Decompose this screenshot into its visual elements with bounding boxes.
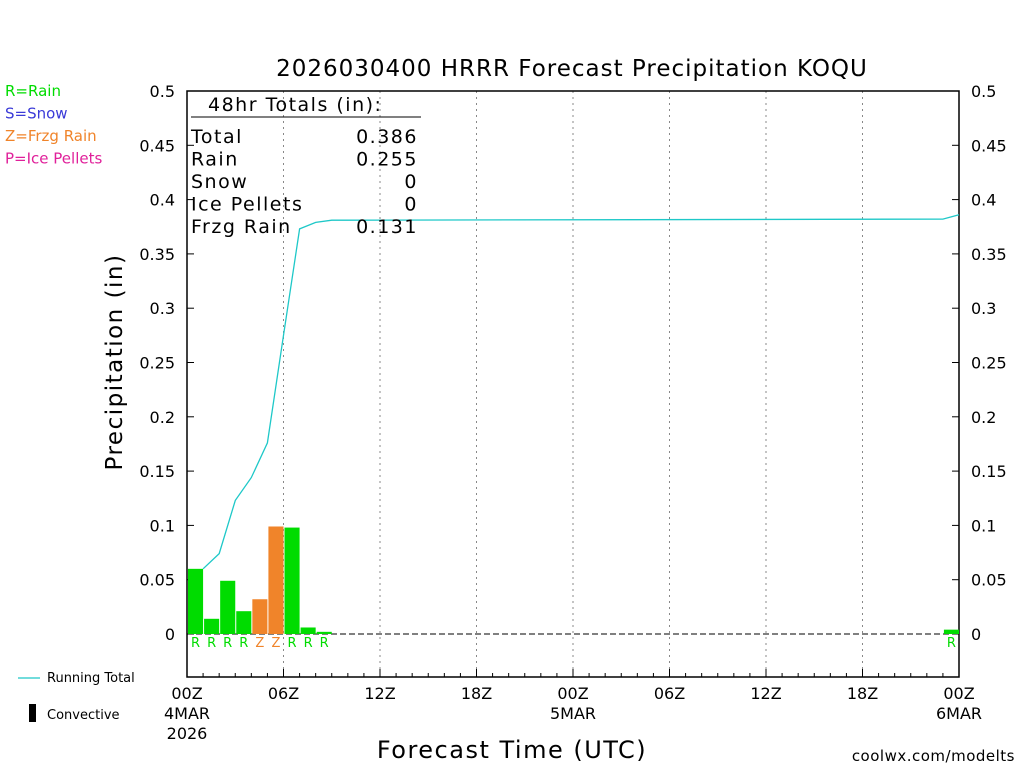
y-tick-label-left: 0.3 (150, 299, 175, 318)
x-tick-label: 18Z (847, 684, 878, 703)
x-tick-date: 4MAR (164, 704, 210, 723)
x-tick-label: 06Z (654, 684, 685, 703)
precip-bar (316, 631, 332, 634)
precip-bar (188, 568, 204, 634)
bottom-legend: Running Total Convective (18, 671, 135, 723)
precip-type-label: Z (255, 636, 264, 651)
running-total-legend-label: Running Total (47, 671, 135, 686)
hourly-precip-bars (188, 526, 959, 634)
precip-bar (252, 599, 268, 634)
totals-row-value: 0 (404, 194, 418, 216)
precip-type-label: R (304, 636, 313, 651)
y-tick-label-left: 0.05 (139, 571, 175, 590)
y-tick-label-right: 0.5 (971, 82, 996, 101)
y-tick-label-right: 0.3 (971, 299, 996, 318)
x-tick-label: 00Z (557, 684, 588, 703)
precip-type-label: R (239, 636, 248, 651)
y-tick-label-right: 0.2 (971, 408, 996, 427)
y-tick-label-right: 0.15 (971, 462, 1007, 481)
totals-row-label: Snow (191, 171, 248, 193)
y-tick-label-right: 0.35 (971, 245, 1007, 264)
totals-row-value: 0.255 (356, 149, 418, 171)
precip-type-label: R (947, 636, 956, 651)
y-tick-label-right: 0 (971, 625, 981, 644)
x-axis-label: Forecast Time (UTC) (377, 736, 647, 764)
x-tick-label: 12Z (750, 684, 781, 703)
precip-bar (236, 611, 252, 634)
totals-row-label: Rain (191, 149, 239, 171)
totals-row-label: Total (190, 126, 243, 148)
x-tick-label: 06Z (268, 684, 299, 703)
y-tick-label-left: 0.25 (139, 354, 175, 373)
precip-type-label: R (191, 636, 200, 651)
precip-bar (300, 627, 316, 634)
precip-bar (268, 526, 284, 634)
precip-bar (943, 629, 959, 634)
totals-box: 48hr Totals (in): Total 0.386 Rain 0.255 Sno… (190, 94, 421, 238)
x-tick-label: 18Z (461, 684, 492, 703)
precip-type-label: R (288, 636, 297, 651)
convective-legend-swatch (29, 704, 36, 722)
y-tick-label-right: 0.4 (971, 191, 996, 210)
y-tick-label-left: 0.45 (139, 136, 175, 155)
legend-p: P=Ice Pellets (5, 150, 102, 168)
legend-s: S=Snow (5, 105, 68, 123)
totals-heading: 48hr Totals (in): (208, 94, 382, 116)
totals-row-label: Ice Pellets (191, 194, 303, 216)
x-tick-label: 12Z (364, 684, 395, 703)
x-tick-label: 00Z (171, 684, 202, 703)
y-tick-label-left: 0.15 (139, 462, 175, 481)
x-tick-year: 2026 (167, 724, 208, 743)
running-total-line (202, 214, 960, 570)
precip-bar (284, 527, 300, 634)
convective-legend-label: Convective (47, 708, 120, 723)
x-tick-date: 5MAR (550, 704, 596, 723)
y-tick-label-left: 0.35 (139, 245, 175, 264)
legend-z: Z=Frzg Rain (5, 127, 97, 145)
y-tick-label-left: 0.5 (150, 82, 175, 101)
precip-type-label: R (207, 636, 216, 651)
precip-bar (204, 618, 220, 634)
x-tick-label: 00Z (943, 684, 974, 703)
y-tick-label-left: 0.1 (150, 516, 175, 535)
precip-type-label: R (320, 636, 329, 651)
y-tick-label-right: 0.45 (971, 136, 1007, 155)
y-tick-label-right: 0.05 (971, 571, 1007, 590)
y-tick-label-left: 0 (165, 625, 175, 644)
totals-row-value: 0 (404, 171, 418, 193)
precip-type-label: R (223, 636, 232, 651)
totals-row-value: 0.386 (356, 126, 418, 148)
precip-type-label: Z (272, 636, 281, 651)
y-tick-label-right: 0.1 (971, 516, 996, 535)
precip-type-legend: R=Rain S=Snow Z=Frzg Rain P=Ice Pellets (5, 82, 102, 168)
vertical-gridlines (283, 91, 863, 677)
y-tick-label-left: 0.4 (150, 191, 175, 210)
legend-r: R=Rain (5, 82, 61, 100)
y-axis-label: Precipitation (in) (102, 254, 128, 471)
totals-row-value: 0.131 (356, 216, 418, 238)
chart-title: 2026030400 HRRR Forecast Precipitation K… (276, 56, 868, 82)
x-tick-date: 6MAR (936, 704, 982, 723)
credit-text: coolwx.com/modelts (852, 747, 1015, 765)
precip-bar (220, 580, 236, 634)
y-tick-label-right: 0.25 (971, 354, 1007, 373)
totals-row-label: Frzg Rain (191, 216, 292, 238)
y-axis-ticks: 0 00.05 0.050.1 0.10.15 0.150.2 0.20.25 0.250.… (139, 82, 1006, 644)
y-tick-label-left: 0.2 (150, 408, 175, 427)
